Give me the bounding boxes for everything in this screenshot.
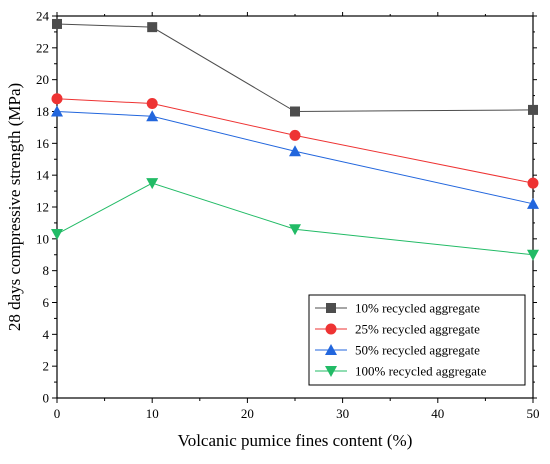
data-point [146,98,158,110]
x-tick-label: 40 [431,406,444,421]
legend-label: 100% recycled aggregate [355,364,487,379]
data-point [146,110,159,122]
x-tick-label: 50 [527,406,540,421]
series-line [56,98,534,184]
legend-item: 10% recycled aggregate [315,301,480,316]
x-tick-label: 20 [241,406,254,421]
y-tick-label: 0 [43,391,50,406]
data-point [527,197,539,209]
series-line [56,182,534,256]
legend-item: 100% recycled aggregate [315,364,487,379]
data-point [147,22,158,33]
data-point [527,177,539,189]
data-point [289,224,301,236]
legend-marker [325,323,337,335]
legend-label: 10% recycled aggregate [355,301,480,316]
legend-label: 50% recycled aggregate [355,343,480,358]
legend: 10% recycled aggregate 25% recycled aggre… [308,294,526,386]
y-tick-label: 6 [43,295,50,310]
data-point [51,229,63,241]
y-tick-label: 8 [43,263,50,278]
y-tick-label: 10 [36,231,49,246]
legend-marker [326,303,336,313]
legend-marker [325,344,337,355]
x-tick-label: 0 [54,406,61,421]
x-axis-title: Volcanic pumice fines content (%) [178,431,413,450]
series-2 [51,93,539,189]
series-3 [51,105,539,209]
y-tick-label: 18 [36,104,49,119]
y-tick-label: 22 [36,40,49,55]
data-point [51,105,63,117]
series-4 [51,178,539,261]
data-point [51,93,63,105]
data-point [289,129,301,141]
data-point [52,18,62,29]
series-layer [51,18,539,261]
legend-label: 25% recycled aggregate [355,322,480,337]
y-tick-label: 14 [36,168,50,183]
y-tick-label: 12 [36,200,49,215]
data-point [528,104,538,115]
data-point [290,106,300,117]
series-1 [52,18,538,117]
y-tick-label: 2 [43,359,50,374]
data-point [289,145,301,157]
x-axis-ticks: 0 10 20 30 40 50 [54,12,540,421]
legend-frame [308,294,526,386]
y-tick-label: 16 [36,136,50,151]
data-point [527,249,539,261]
series-line [56,111,534,205]
legend-marker [325,366,337,377]
legend-item: 50% recycled aggregate [315,343,480,358]
y-tick-label: 4 [43,327,50,342]
series-line [56,23,534,113]
y-axis-title: 28 days compressive strength (MPa) [5,83,24,331]
x-tick-label: 10 [146,406,159,421]
y-tick-label: 20 [36,72,49,87]
y-tick-label: 24 [36,9,50,24]
legend-item: 25% recycled aggregate [315,322,480,337]
x-tick-label: 30 [336,406,349,421]
data-point [146,178,159,190]
